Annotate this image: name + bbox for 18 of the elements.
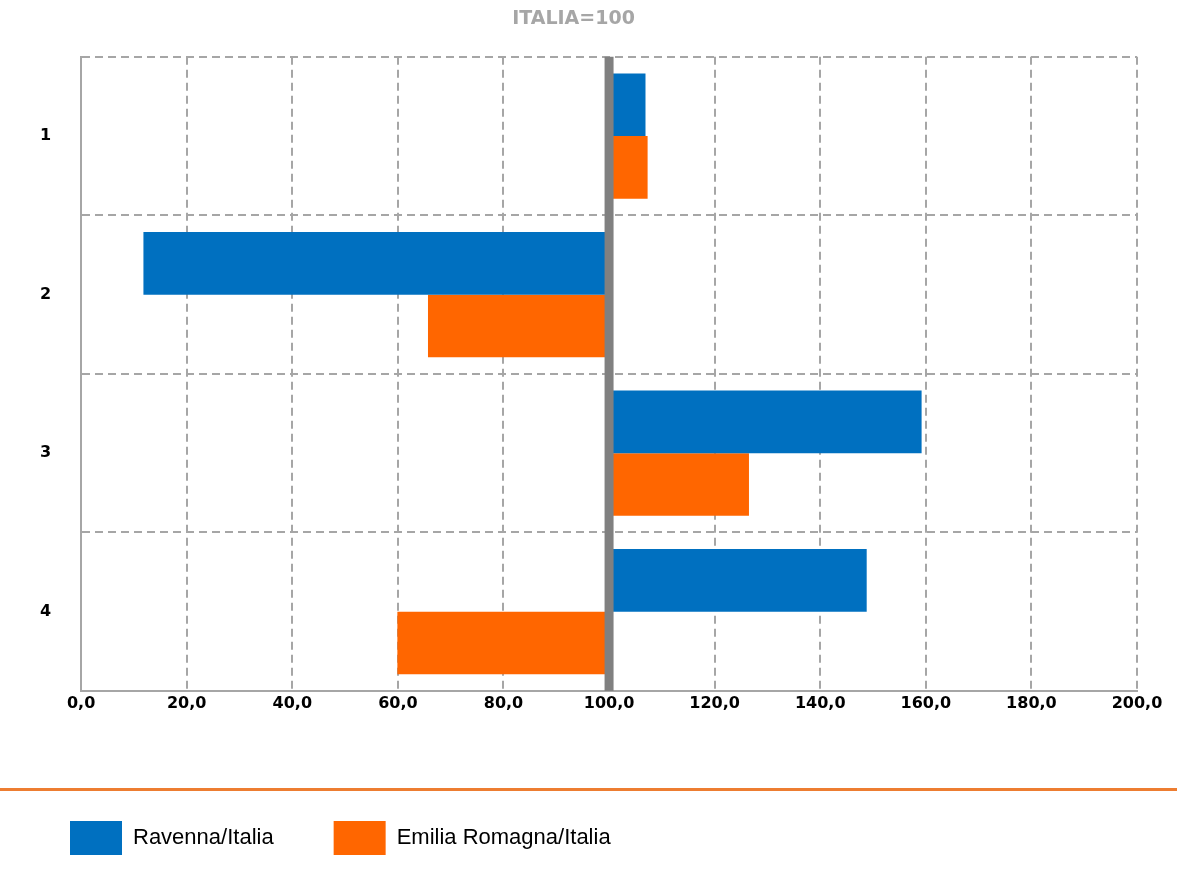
x-tick-label: 40,0 (272, 692, 313, 712)
x-tick-label: 60,0 (378, 692, 418, 712)
x-tick-label: 20,0 (166, 692, 207, 712)
y-tick-label: 4 (39, 600, 52, 620)
x-tick-label: 160,0 (900, 692, 952, 712)
x-tick-label: 200,0 (1111, 692, 1163, 712)
x-tick-label: 180,0 (1006, 692, 1057, 712)
x-tick-label: 120,0 (689, 692, 740, 712)
y-tick-label: 3 (39, 442, 52, 462)
y-tick-label: 1 (39, 125, 52, 145)
x-tick-label: 0,0 (66, 692, 96, 712)
chart-title: ITALIA=100 (512, 6, 635, 29)
x-tick-label: 80,0 (483, 692, 524, 712)
x-tick-label: 100,0 (583, 692, 635, 712)
legend-label: Emilia Romagna/Italia (396, 824, 612, 850)
legend-label: Ravenna/Italia (133, 824, 275, 850)
y-tick-label: 2 (39, 283, 52, 303)
x-tick-label: 140,0 (794, 692, 846, 712)
